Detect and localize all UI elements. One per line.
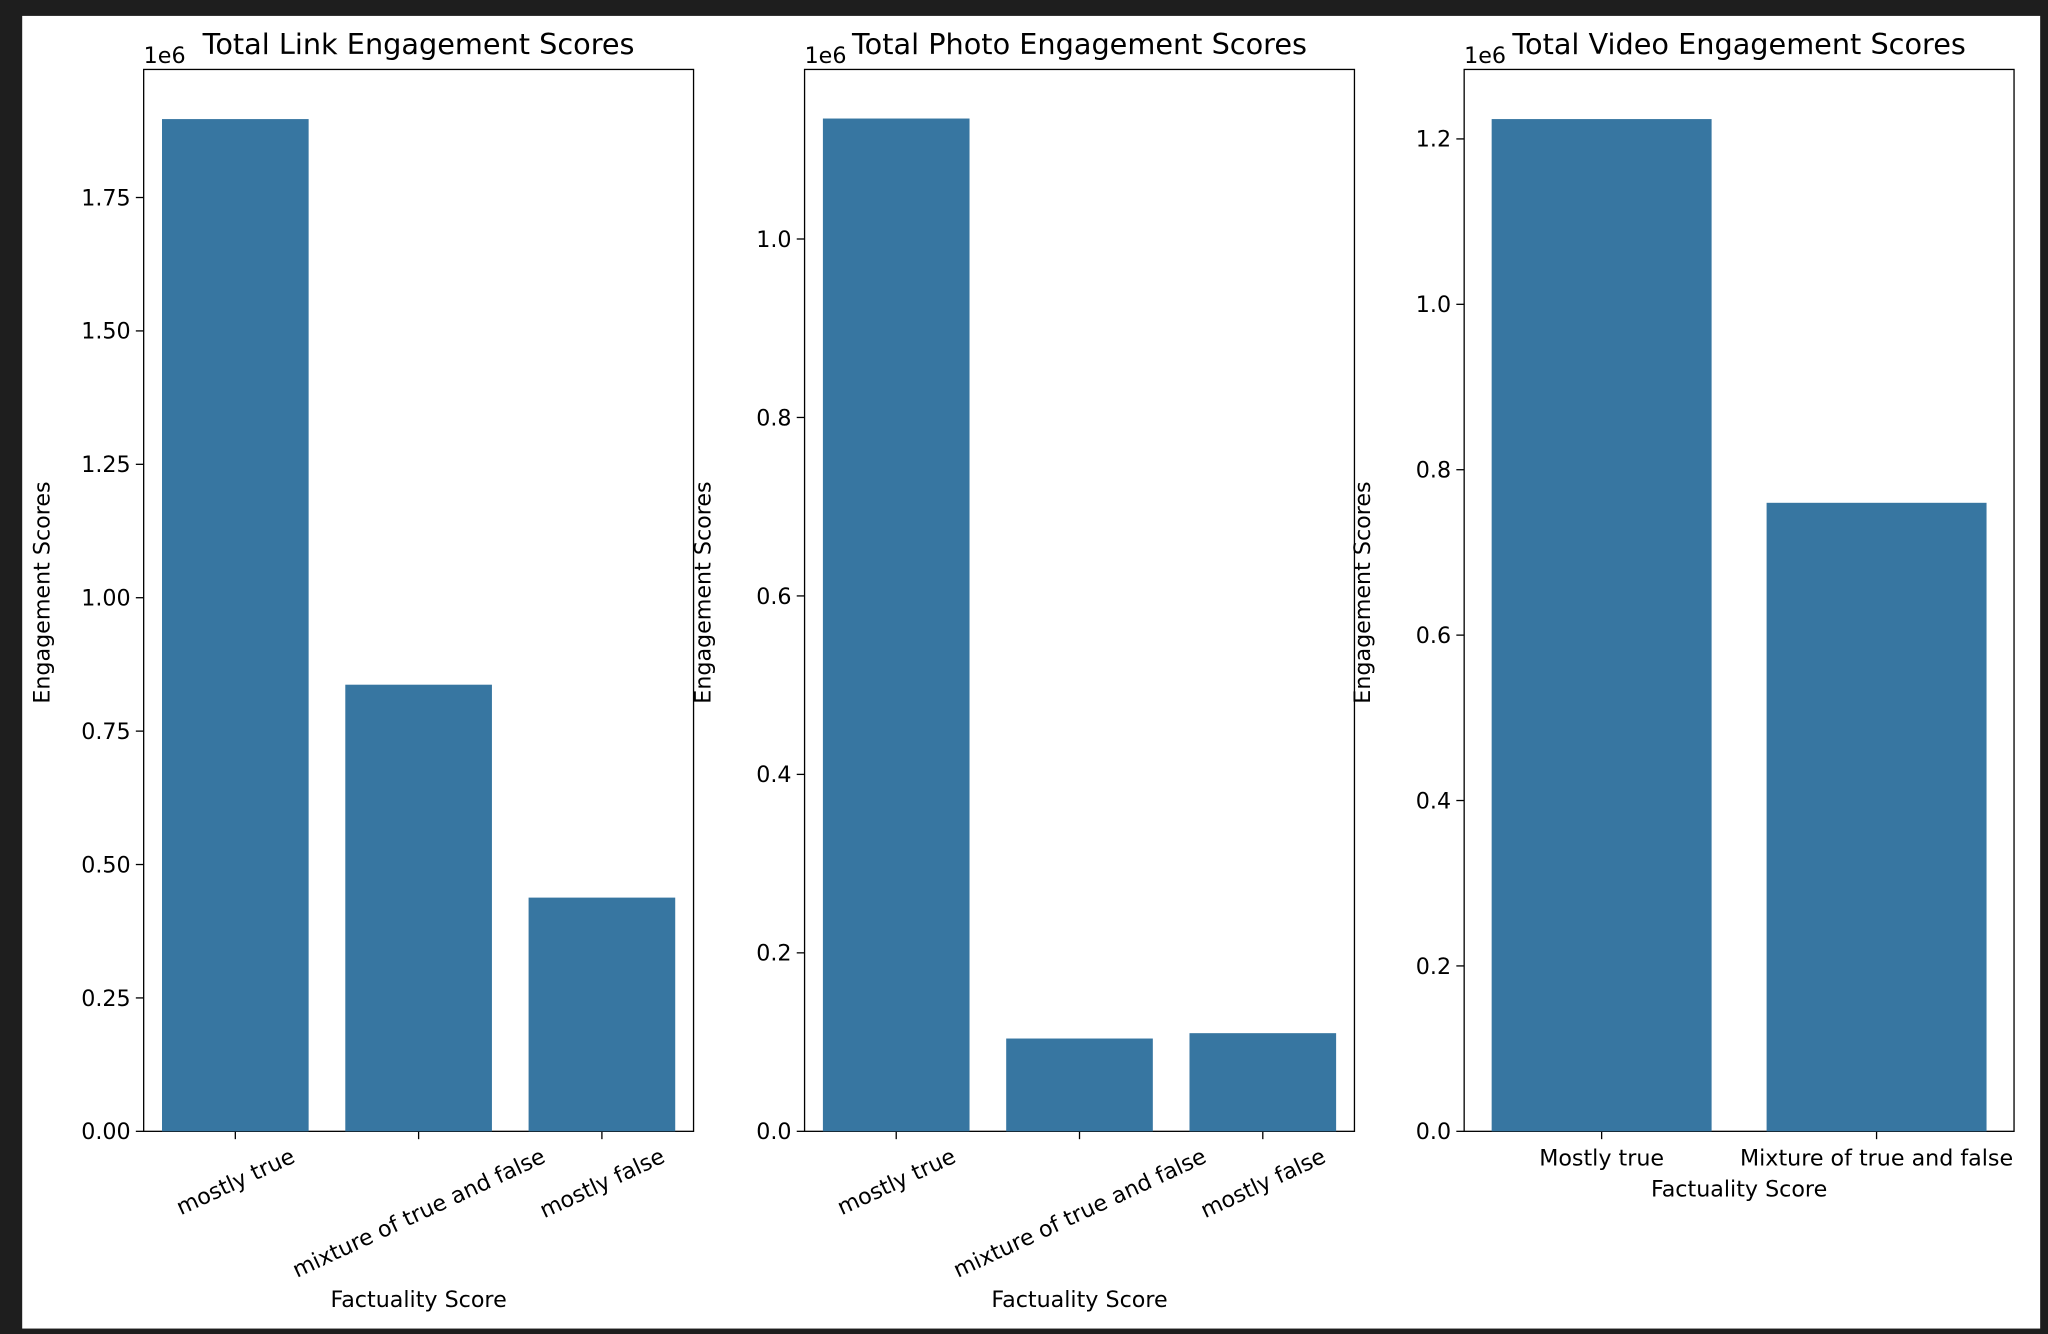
bar — [1189, 1033, 1337, 1132]
y-tick-label: 0.4 — [756, 762, 791, 788]
y-axis-label: Engagement Scores — [30, 481, 56, 703]
y-tick-label: 0.25 — [81, 986, 130, 1012]
bar — [822, 118, 970, 1132]
y-tick-label: 0.2 — [756, 941, 791, 967]
offset-label: 1e6 — [144, 43, 186, 69]
y-tick-label: 0.00 — [81, 1119, 130, 1145]
y-tick-label: 1.25 — [81, 452, 130, 478]
y-tick-label: 0.8 — [1416, 458, 1451, 484]
y-tick-label: 0.0 — [756, 1119, 791, 1145]
bar — [1491, 119, 1712, 1132]
y-tick-label: 0.8 — [756, 405, 791, 431]
chart-title: Total Video Engagement Scores — [1511, 27, 1966, 61]
bar — [528, 897, 676, 1132]
y-tick-label: 1.50 — [81, 319, 130, 345]
y-tick-label: 0.6 — [1416, 623, 1451, 649]
y-tick-label: 0.75 — [81, 719, 130, 745]
y-tick-label: 1.2 — [1416, 127, 1451, 153]
y-tick-label: 0.50 — [81, 852, 130, 878]
offset-label: 1e6 — [1464, 43, 1506, 69]
subplot: 0.0 0.2 0.4 0.6 0.8 1.0 1.2 Mostly true Mixture … — [1350, 27, 2015, 1203]
bar — [1766, 502, 1987, 1132]
x-axis-label: Factuality Score — [991, 1287, 1167, 1313]
y-axis-label: Engagement Scores — [1350, 481, 1376, 703]
y-axis-label: Engagement Scores — [691, 481, 717, 703]
bar — [162, 119, 309, 1132]
x-tick-label: Mostly true — [1539, 1145, 1664, 1171]
y-tick-label: 0.6 — [756, 584, 791, 610]
chart-title: Total Photo Engagement Scores — [851, 27, 1307, 61]
y-tick-label: 0.4 — [1416, 788, 1451, 814]
bar — [1006, 1038, 1153, 1132]
y-tick-label: 0.2 — [1416, 954, 1451, 980]
chart-title: Total Link Engagement Scores — [202, 27, 635, 61]
x-axis-label: Factuality Score — [1651, 1177, 1827, 1203]
bar — [345, 684, 492, 1132]
axes-frame — [1463, 68, 2015, 1132]
x-tick-label: Mixture of true and false — [1740, 1145, 2013, 1171]
y-tick-label: 1.0 — [1416, 292, 1451, 318]
x-axis-label: Factuality Score — [330, 1287, 506, 1313]
offset-label: 1e6 — [805, 43, 847, 69]
y-tick-label: 1.0 — [756, 227, 791, 253]
y-tick-label: 0.0 — [1416, 1119, 1451, 1145]
y-tick-label: 1.75 — [81, 185, 130, 211]
y-tick-label: 1.00 — [81, 586, 130, 612]
